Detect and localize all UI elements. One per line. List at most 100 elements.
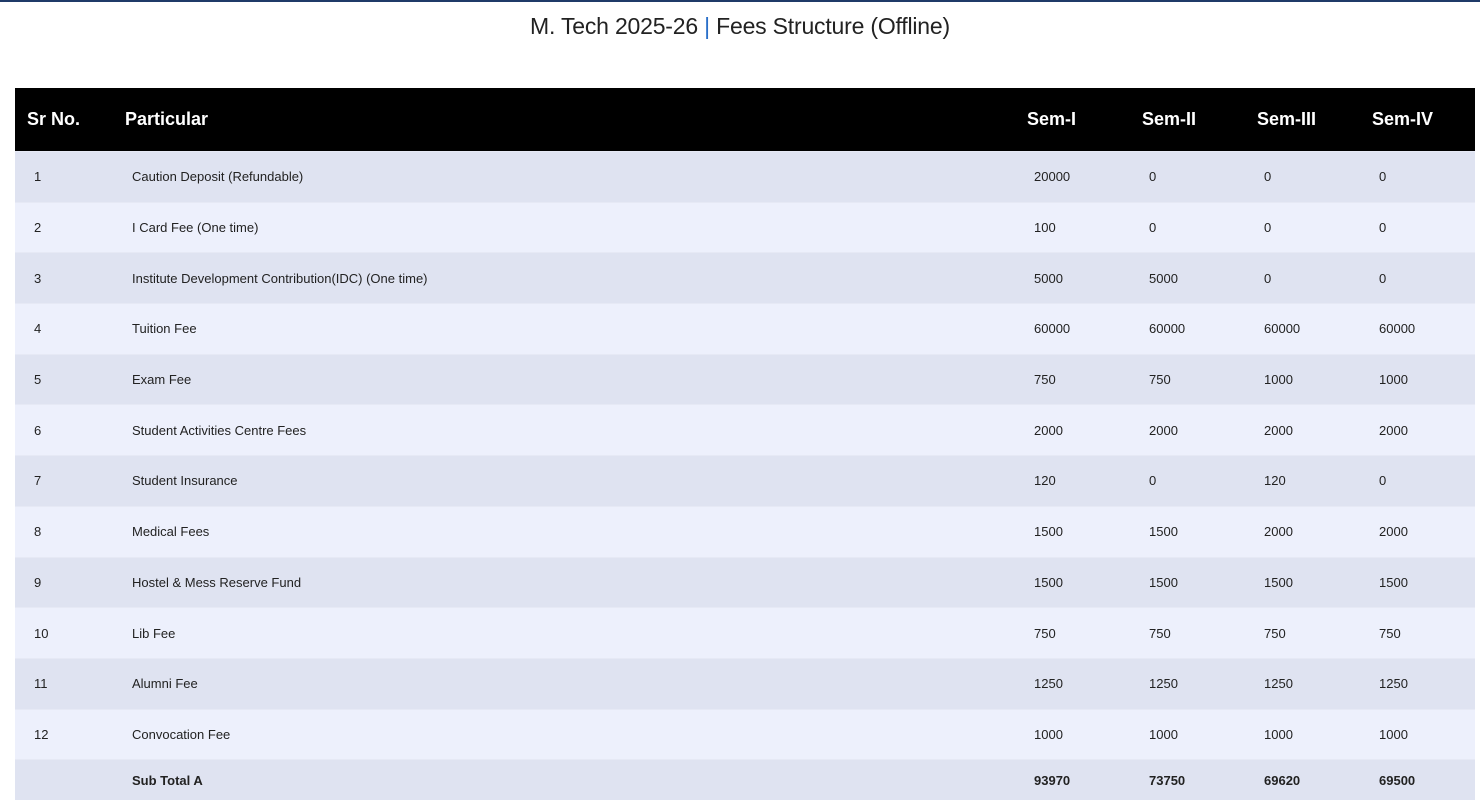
table-cell: 1500 <box>1015 556 1130 608</box>
table-cell: 0 <box>1245 151 1360 203</box>
table-cell: 1500 <box>1130 505 1245 557</box>
table-cell: 69620 <box>1245 759 1360 800</box>
table-cell: 60000 <box>1245 303 1360 355</box>
table-cell: 120 <box>1015 455 1130 507</box>
table-cell: 73750 <box>1130 759 1245 800</box>
table-cell: 20000 <box>1015 151 1130 203</box>
table-cell: 0 <box>1360 252 1475 304</box>
table-cell: 60000 <box>1360 303 1475 355</box>
table-cell: 100 <box>1015 201 1130 253</box>
table-row: 7 Student Insurance 120 0 120 0 <box>15 455 1475 507</box>
table-cell: 1000 <box>1360 353 1475 405</box>
table-cell: 1000 <box>1015 708 1130 760</box>
table-cell: 60000 <box>1130 303 1245 355</box>
table-cell: 0 <box>1245 252 1360 304</box>
table-cell: 5 <box>15 353 113 405</box>
table-cell: Sub Total A <box>113 759 1015 800</box>
table-row: 5 Exam Fee 750 750 1000 1000 <box>15 353 1475 405</box>
table-cell: 93970 <box>1015 759 1130 800</box>
table-cell: 1250 <box>1130 657 1245 710</box>
table-cell: Alumni Fee <box>113 657 1015 710</box>
column-header: Sem-II <box>1130 88 1245 152</box>
table-cell: 750 <box>1245 607 1360 659</box>
column-header: Sem-I <box>1015 88 1130 152</box>
fees-table: Sr No. Particular Sem-I Sem-II Sem-III Sem-IV… <box>15 88 1475 800</box>
table-cell: 0 <box>1130 201 1245 253</box>
table-cell: 69500 <box>1360 759 1475 800</box>
table-cell: Tuition Fee <box>113 303 1015 355</box>
table-cell: 60000 <box>1015 303 1130 355</box>
table-cell: 0 <box>1130 151 1245 203</box>
page-title: M. Tech 2025-26 | Fees Structure (Offlin… <box>530 13 950 39</box>
table-cell: Hostel & Mess Reserve Fund <box>113 556 1015 608</box>
table-cell: 2000 <box>1245 404 1360 456</box>
table-cell: 7 <box>15 455 113 507</box>
table-cell: 2000 <box>1245 505 1360 557</box>
table-cell: 1500 <box>1130 556 1245 608</box>
table-cell: 0 <box>1245 201 1360 253</box>
table-cell: 750 <box>1015 607 1130 659</box>
table-row: 3 Institute Development Contribution(IDC)… <box>15 252 1475 304</box>
table-cell: 9 <box>15 556 113 608</box>
table-cell: I Card Fee (One time) <box>113 201 1015 253</box>
table-cell: 5000 <box>1130 252 1245 304</box>
table-cell: 120 <box>1245 455 1360 507</box>
table-cell: 1 <box>15 151 113 203</box>
table-cell <box>15 759 113 800</box>
table-cell: Convocation Fee <box>113 708 1015 760</box>
table-cell: 1000 <box>1360 708 1475 760</box>
table-cell: 0 <box>1130 455 1245 507</box>
table-header-row: Sr No. Particular Sem-I Sem-II Sem-III Sem-IV <box>15 88 1475 152</box>
table-cell: Student Activities Centre Fees <box>113 404 1015 456</box>
table-cell: Institute Development Contribution(IDC) … <box>113 252 1015 304</box>
table-row: 8 Medical Fees 1500 1500 2000 2000 <box>15 505 1475 557</box>
table-cell: 750 <box>1015 353 1130 405</box>
table-row: 6 Student Activities Centre Fees 2000 2000 2… <box>15 404 1475 456</box>
table-cell: 1250 <box>1015 657 1130 710</box>
table-cell: Student Insurance <box>113 455 1015 507</box>
table-cell: 750 <box>1130 607 1245 659</box>
table-cell: Exam Fee <box>113 353 1015 405</box>
column-header: Sr No. <box>15 88 113 152</box>
table-cell: 6 <box>15 404 113 456</box>
table-cell: 1250 <box>1360 657 1475 710</box>
table-cell: 2000 <box>1130 404 1245 456</box>
column-header: Sem-III <box>1245 88 1360 152</box>
table-row: 4 Tuition Fee 60000 60000 60000 60000 <box>15 303 1475 355</box>
table-row: 11 Alumni Fee 1250 1250 1250 1250 <box>15 657 1475 710</box>
table-cell: 1250 <box>1245 657 1360 710</box>
column-header: Sem-IV <box>1360 88 1475 152</box>
table-cell: 8 <box>15 505 113 557</box>
table-cell: 1500 <box>1360 556 1475 608</box>
table-cell: 1000 <box>1245 708 1360 760</box>
table-cell: 0 <box>1360 151 1475 203</box>
table-cell: 2000 <box>1360 505 1475 557</box>
table-cell: 12 <box>15 708 113 760</box>
table-row: 1 Caution Deposit (Refundable) 20000 0 0 0 <box>15 151 1475 203</box>
table-cell: 1000 <box>1245 353 1360 405</box>
table-cell: Caution Deposit (Refundable) <box>113 151 1015 203</box>
table-cell: 4 <box>15 303 113 355</box>
table-cell: Lib Fee <box>113 607 1015 659</box>
table-cell: 11 <box>15 657 113 710</box>
table-cell: 0 <box>1360 201 1475 253</box>
table-cell: 10 <box>15 607 113 659</box>
table-row: 12 Convocation Fee 1000 1000 1000 1000 <box>15 708 1475 760</box>
table-cell: 2000 <box>1015 404 1130 456</box>
table-cell: Medical Fees <box>113 505 1015 557</box>
table-cell: 3 <box>15 252 113 304</box>
table-cell: 0 <box>1360 455 1475 507</box>
table-cell: 1500 <box>1245 556 1360 608</box>
table-cell: 1500 <box>1015 505 1130 557</box>
table-cell: 1000 <box>1130 708 1245 760</box>
table-row: 9 Hostel & Mess Reserve Fund 1500 1500 1500 1… <box>15 556 1475 608</box>
subtotal-row: Sub Total A 93970 73750 69620 69500 <box>15 759 1475 800</box>
table-cell: 750 <box>1360 607 1475 659</box>
table-cell: 2000 <box>1360 404 1475 456</box>
table-cell: 2 <box>15 201 113 253</box>
table-row: 10 Lib Fee 750 750 750 750 <box>15 607 1475 659</box>
table-cell: 750 <box>1130 353 1245 405</box>
table-cell: 5000 <box>1015 252 1130 304</box>
column-header: Particular <box>113 88 1015 152</box>
